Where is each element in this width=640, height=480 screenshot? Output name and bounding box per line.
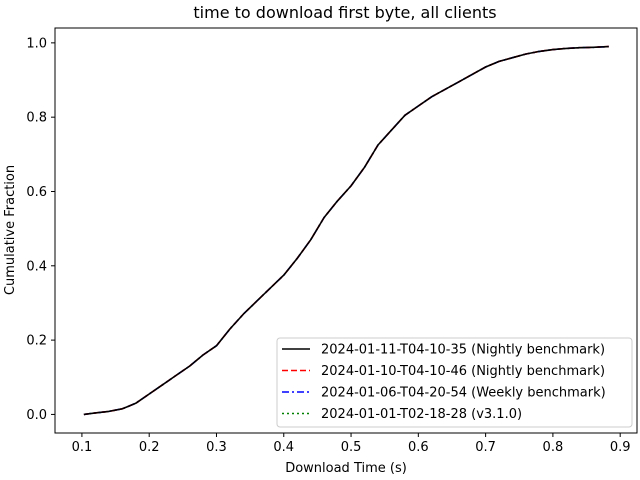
plot-lines	[83, 45, 609, 416]
legend-label: 2024-01-10-T04-10-46 (Nightly benchmark)	[321, 364, 605, 379]
y-axis: 0.0 0.2 0.4 0.6 0.8 1.0	[26, 36, 55, 423]
legend: 2024-01-11-T04-10-35 (Nightly benchmark)…	[276, 337, 633, 428]
y-tick-label: 0.8	[26, 111, 47, 126]
y-tick-label: 0.4	[26, 259, 47, 274]
x-tick-label: 0.3	[206, 440, 227, 455]
y-tick-label: 0.6	[26, 185, 47, 200]
legend-box	[276, 337, 633, 428]
chart-title: time to download first byte, all clients	[193, 3, 496, 22]
x-tick-label: 0.1	[72, 440, 93, 455]
legend-label: 2024-01-01-T02-18-28 (v3.1.0)	[321, 407, 522, 422]
x-tick-label: 0.2	[139, 440, 160, 455]
y-tick-label: 0.0	[26, 408, 47, 423]
x-tick-label: 0.5	[341, 440, 362, 455]
x-tick-label: 0.8	[543, 440, 564, 455]
y-tick-label: 1.0	[26, 36, 47, 51]
legend-label: 2024-01-06-T04-20-54 (Weekly benchmark)	[321, 386, 606, 401]
x-tick-label: 0.9	[610, 440, 631, 455]
x-tick-label: 0.7	[475, 440, 496, 455]
legend-label: 2024-01-11-T04-10-35 (Nightly benchmark)	[321, 343, 605, 358]
y-tick-label: 0.2	[26, 334, 47, 349]
plot-frame	[54, 27, 638, 434]
x-tick-label: 0.4	[273, 440, 294, 455]
y-axis-title: Cumulative Fraction	[3, 165, 18, 295]
series-line-1	[83, 45, 609, 416]
x-axis: 0.1 0.2 0.3 0.4 0.5 0.6 0.7 0.8 0.9	[72, 433, 631, 455]
x-axis-title: Download Time (s)	[285, 461, 407, 476]
x-tick-label: 0.6	[408, 440, 429, 455]
